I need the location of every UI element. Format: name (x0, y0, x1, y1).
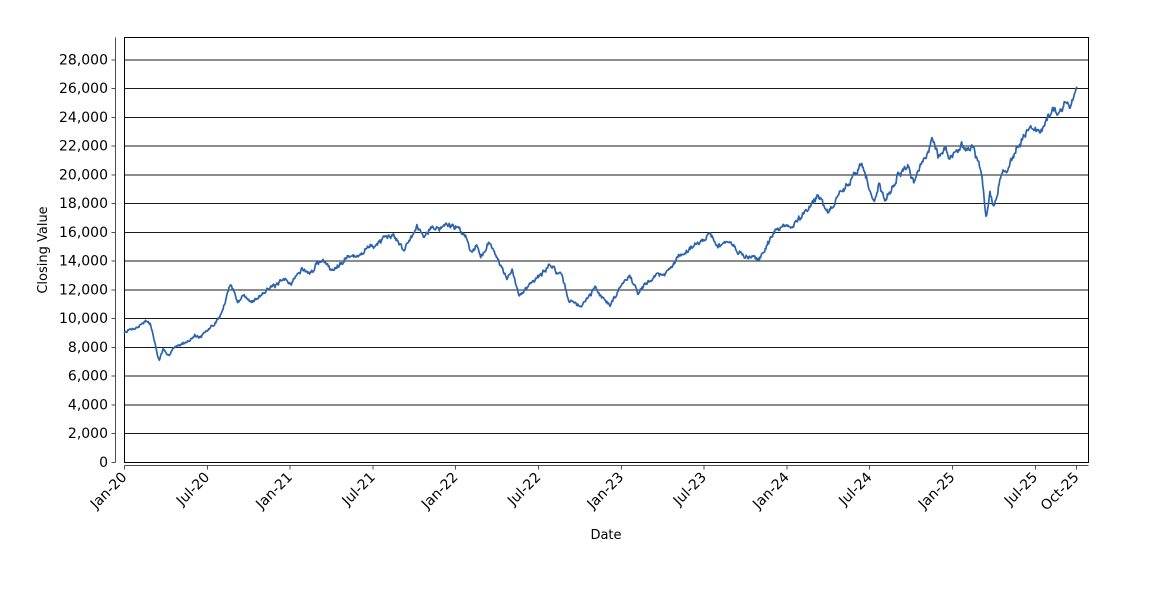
y-tick-label: 2,000 (68, 426, 108, 442)
x-tick-label: Jan-20 (87, 470, 130, 513)
gridlines (124, 59, 1089, 463)
x-tick-label: Jul-21 (339, 470, 379, 510)
tick-labels: 0 2,000 4,000 6,000 8,000 10,000 12,000 14,000 1… (59, 52, 1083, 514)
y-tick-label: 12,000 (59, 282, 108, 298)
y-tick-label: 10,000 (59, 311, 108, 327)
y-axis-title: Closing Value (36, 206, 51, 293)
y-tick-label: 4,000 (68, 397, 108, 413)
x-tick-label: Jul-20 (173, 470, 213, 510)
x-tick-label: Jul-24 (835, 469, 875, 509)
x-tick-label: Oct-25 (1038, 470, 1083, 515)
y-tick-label: 22,000 (59, 139, 108, 155)
y-tick-label: 26,000 (59, 81, 108, 97)
y-tick-label: 24,000 (59, 110, 108, 126)
y-tick-label: 20,000 (59, 167, 108, 183)
series-layer (123, 86, 1078, 362)
y-tick-label: 16,000 (59, 225, 108, 241)
x-tick-label: Jan-22 (418, 470, 461, 513)
x-axis-title: Date (590, 528, 621, 543)
x-tick-label: Jan-25 (915, 470, 958, 513)
plot-border (124, 37, 1089, 463)
x-tick-label: Jul-25 (1001, 470, 1041, 510)
y-tick-label: 14,000 (59, 254, 108, 270)
x-tick-label: Jan-24 (749, 469, 793, 513)
x-tick-label: Jan-21 (252, 470, 295, 513)
y-tick-label: 8,000 (68, 340, 108, 356)
series-line (123, 86, 1078, 362)
x-tick-label: Jan-23 (584, 470, 627, 513)
x-tick-label: Jul-22 (504, 470, 544, 510)
x-tick-label: Jul-23 (670, 470, 710, 510)
y-tick-label: 6,000 (68, 369, 108, 385)
y-tick-label: 18,000 (59, 196, 108, 212)
y-tick-label: 0 (99, 455, 108, 471)
y-tick-label: 28,000 (59, 52, 108, 68)
axes (111, 37, 1089, 470)
